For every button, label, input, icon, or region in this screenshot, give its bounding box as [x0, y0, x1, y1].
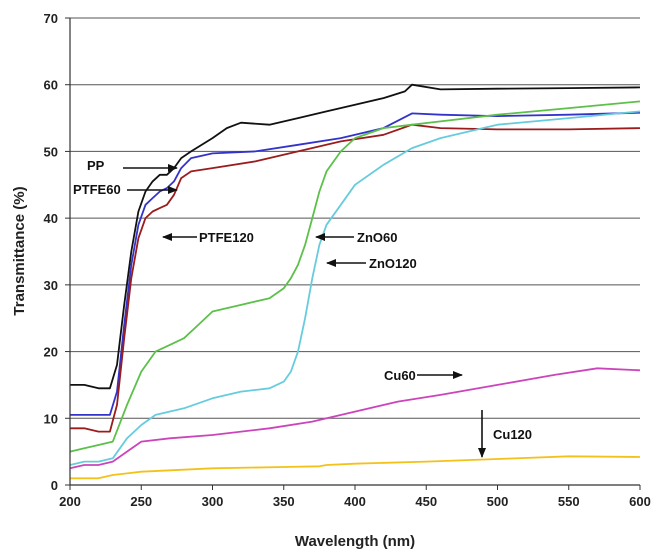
gridlines [70, 17, 640, 419]
annotation-label-cu60: Cu60 [384, 368, 416, 383]
tick-labels: 200 250 300 350 400 450 500 550 600 0 10 20 30 40 50 60… [44, 11, 651, 509]
series-line-cu60 [69, 367, 641, 470]
series-line-series-2 [70, 111, 641, 416]
y-tick-label-20: 20 [44, 345, 58, 360]
series-line-pp [70, 83, 641, 390]
annotations: PP PTFE60 PTFE120 ZnO60 ZnO120 Cu60 Cu120 [73, 158, 532, 458]
x-tick-label-500: 500 [487, 494, 509, 509]
x-tick-label-350: 350 [273, 494, 295, 509]
series-line-cu120 [70, 455, 641, 480]
x-tick-label-200: 200 [59, 494, 81, 509]
plot-background [70, 18, 640, 485]
annotation-label-ptfe120: PTFE120 [199, 230, 254, 245]
y-tick-label-70: 70 [44, 11, 58, 26]
y-tick-label-40: 40 [44, 211, 58, 226]
x-tick-label-550: 550 [558, 494, 580, 509]
y-tick-label-0: 0 [51, 478, 58, 493]
annotation-label-ptfe60: PTFE60 [73, 182, 121, 197]
annotation-label-zno60: ZnO60 [357, 230, 397, 245]
x-axis-title: Wavelength (nm) [295, 533, 415, 549]
x-tick-label-300: 300 [202, 494, 224, 509]
y-axis-title: Transmittance (%) [11, 186, 28, 315]
annotation-label-cu120: Cu120 [493, 427, 532, 442]
x-tick-label-450: 450 [415, 494, 437, 509]
y-tick-label-50: 50 [44, 144, 58, 159]
annotation-label-zno120: ZnO120 [369, 256, 417, 271]
x-tick-label-400: 400 [344, 494, 366, 509]
annotation-label-pp: PP [87, 158, 105, 173]
series-lines [69, 83, 641, 480]
y-tick-label-30: 30 [44, 278, 58, 293]
series-line-zno60 [69, 100, 641, 453]
x-tick-label-600: 600 [629, 494, 651, 509]
y-tick-label-10: 10 [44, 411, 58, 426]
series-line-zno120 [69, 110, 641, 466]
axes [65, 17, 641, 490]
y-tick-label-60: 60 [44, 78, 58, 93]
x-tick-label-250: 250 [130, 494, 152, 509]
